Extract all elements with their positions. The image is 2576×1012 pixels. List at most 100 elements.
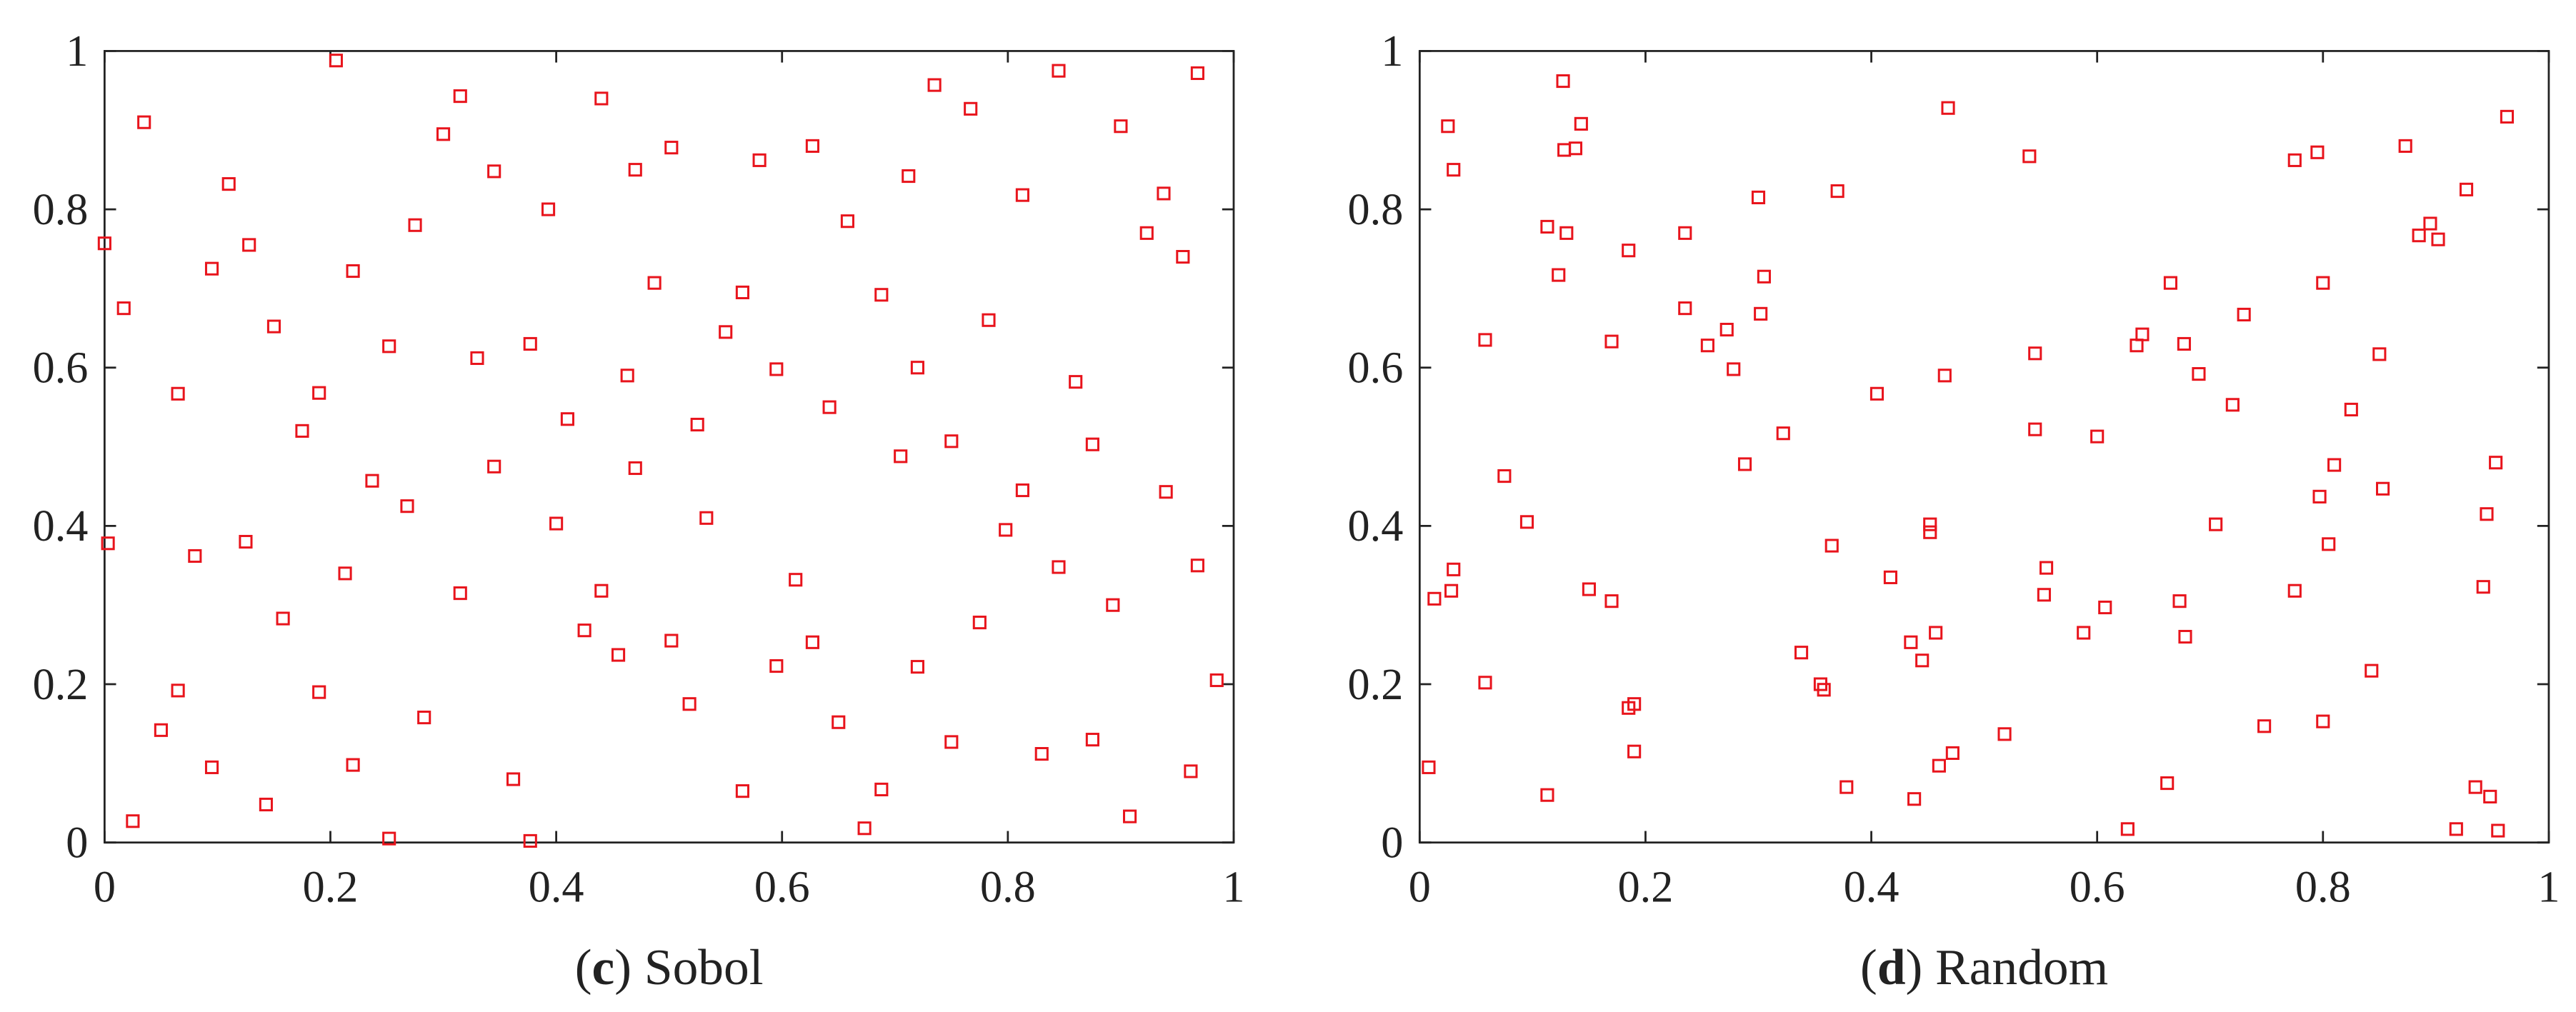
data-point [1184, 764, 1198, 778]
data-point [647, 276, 662, 290]
data-point [2130, 339, 2144, 353]
data-point [2316, 714, 2330, 728]
data-point [329, 54, 343, 68]
data-point [2098, 600, 2112, 615]
data-point [594, 91, 609, 106]
x-tick-label: 0.4 [529, 863, 584, 912]
plot-frame [103, 50, 1235, 844]
data-point [964, 101, 978, 116]
data-point [1932, 758, 1946, 773]
data-point [523, 833, 537, 848]
caption-part: c [592, 939, 615, 996]
data-point [417, 711, 431, 725]
data-point [346, 758, 360, 772]
data-point [171, 683, 185, 698]
data-point [1157, 186, 1171, 201]
data-point [239, 534, 253, 549]
data-point [1751, 190, 1766, 205]
data-point [1824, 538, 1839, 553]
data-point [1915, 653, 1929, 668]
data-point [2483, 789, 2497, 803]
data-point [2039, 561, 2054, 575]
data-point [1444, 583, 1459, 598]
data-point [1478, 676, 1492, 690]
data-point [832, 715, 846, 729]
data-point [1929, 626, 1943, 640]
data-point [1941, 101, 1955, 115]
data-point [2459, 182, 2474, 196]
data-point [699, 511, 714, 525]
data-point [2372, 347, 2387, 361]
data-point [221, 177, 236, 191]
data-point [382, 831, 396, 846]
data-point [560, 412, 574, 426]
x-tick-label: 0.2 [303, 863, 359, 912]
x-tick-label: 0 [1409, 863, 1431, 912]
data-point [2172, 594, 2187, 608]
data-point [2077, 626, 2091, 640]
data-point [188, 548, 202, 563]
data-point [1190, 66, 1204, 81]
data-point [1540, 788, 1554, 802]
data-point [1883, 570, 1897, 584]
data-point [822, 400, 837, 414]
data-point [549, 516, 564, 531]
data-point [2037, 588, 2051, 602]
data-point [1159, 485, 1173, 499]
data-point [894, 449, 908, 464]
data-point [2316, 276, 2330, 290]
data-point [769, 362, 784, 376]
data-point [2090, 429, 2105, 444]
data-point [805, 139, 819, 153]
data-point [259, 797, 273, 812]
data-point [1627, 697, 1642, 711]
data-point [620, 369, 634, 383]
data-point [690, 417, 704, 432]
data-point [2476, 580, 2490, 594]
data-point [577, 623, 591, 638]
data-point [1069, 375, 1083, 389]
caption: (c) Sobol [575, 939, 764, 996]
data-point [453, 89, 467, 104]
caption-part: ) Random [1906, 939, 2109, 996]
data-point [1904, 635, 1918, 649]
data-point [874, 782, 889, 796]
y-tick-label: 0.8 [1348, 186, 1404, 234]
data-point [2489, 456, 2503, 470]
data-point [1737, 457, 1752, 471]
data-point [840, 214, 854, 229]
data-point [1678, 226, 1692, 240]
data-point [2344, 402, 2358, 417]
data-point [1447, 163, 1461, 177]
data-point [664, 633, 679, 648]
data-point [171, 386, 185, 401]
caption-part: ( [1860, 939, 1877, 996]
x-tick-label: 0.8 [2295, 863, 2351, 912]
data-point [1540, 219, 1554, 234]
data-point [1719, 322, 1734, 337]
data-point [1034, 746, 1049, 761]
data-point [436, 127, 451, 141]
y-tick-label: 0.2 [33, 661, 89, 709]
data-point [1604, 594, 1619, 608]
data-point [2287, 583, 2302, 598]
data-point [1559, 226, 1574, 240]
data-point [266, 319, 281, 334]
data-point [400, 499, 414, 513]
y-tick-label: 0 [66, 818, 88, 867]
data-point [2028, 346, 2042, 361]
data-point [1139, 226, 1154, 240]
data-point [664, 141, 679, 155]
data-point [2160, 776, 2175, 791]
data-point [1106, 598, 1120, 612]
data-point [346, 264, 360, 279]
x-tick-label: 1 [1222, 863, 1244, 912]
data-point [408, 218, 422, 232]
caption: (d) Random [1860, 939, 2108, 996]
y-tick-label: 0.4 [1348, 502, 1404, 551]
data-point [2449, 822, 2463, 836]
data-point [1190, 558, 1204, 573]
caption-part: d [1877, 939, 1906, 996]
caption-part: ) Sobol [614, 939, 763, 996]
data-point [1052, 64, 1066, 78]
